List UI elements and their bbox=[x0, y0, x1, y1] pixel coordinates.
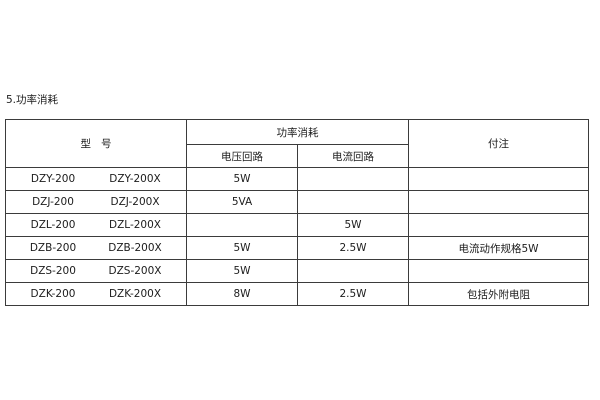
table-row: DZS-200 DZS-200X 5W bbox=[5, 259, 589, 283]
table-header-row-top: 型号 功率消耗 付注 bbox=[5, 119, 589, 168]
power-consumption-table: 型号 功率消耗 付注 电压回路 电流回路 DZY-200 DZY-200X 5W bbox=[5, 119, 589, 306]
cell-model-variant: DZL-200X bbox=[109, 219, 161, 231]
cell-voltage: 5VA bbox=[186, 190, 298, 214]
cell-current bbox=[297, 259, 409, 283]
cell-model-primary: DZL-200 bbox=[30, 219, 76, 231]
cell-model-variant: DZS-200X bbox=[108, 265, 162, 277]
cell-model-variant: DZY-200X bbox=[109, 173, 161, 185]
cell-model-primary: DZY-200 bbox=[30, 173, 76, 185]
cell-model: DZB-200 DZB-200X bbox=[5, 236, 187, 260]
header-cell-voltage-circuit: 电压回路 bbox=[186, 144, 298, 168]
table-row: DZB-200 DZB-200X 5W 2.5W 电流动作规格5W bbox=[5, 236, 589, 260]
header-model-left: 型 bbox=[80, 138, 92, 150]
header-cell-model: 型号 bbox=[5, 119, 187, 168]
table-row: DZY-200 DZY-200X 5W bbox=[5, 167, 589, 191]
cell-current: 2.5W bbox=[297, 282, 409, 306]
cell-voltage: 5W bbox=[186, 259, 298, 283]
cell-remark bbox=[408, 259, 589, 283]
cell-current bbox=[297, 167, 409, 191]
cell-model-primary: DZK-200 bbox=[30, 288, 76, 300]
cell-model-variant: DZB-200X bbox=[108, 242, 162, 254]
cell-remark bbox=[408, 190, 589, 214]
cell-voltage: 8W bbox=[186, 282, 298, 306]
cell-model: DZK-200 DZK-200X bbox=[5, 282, 187, 306]
cell-current: 2.5W bbox=[297, 236, 409, 260]
table-row: DZJ-200 DZJ-200X 5VA bbox=[5, 190, 589, 214]
cell-remark: 电流动作规格5W bbox=[408, 236, 589, 260]
header-cell-remarks: 付注 bbox=[408, 119, 589, 168]
header-cell-current-circuit: 电流回路 bbox=[297, 144, 409, 168]
cell-model-primary: DZJ-200 bbox=[32, 196, 74, 208]
cell-model-primary: DZS-200 bbox=[30, 265, 76, 277]
table-row: DZL-200 DZL-200X 5W bbox=[5, 213, 589, 237]
cell-voltage bbox=[186, 213, 298, 237]
cell-current: 5W bbox=[297, 213, 409, 237]
header-model-right: 号 bbox=[101, 138, 112, 150]
cell-model-variant: DZJ-200X bbox=[110, 196, 160, 208]
cell-remark bbox=[408, 167, 589, 191]
cell-model: DZS-200 DZS-200X bbox=[5, 259, 187, 283]
cell-current bbox=[297, 190, 409, 214]
cell-remark: 包括外附电阻 bbox=[408, 282, 589, 306]
section-title: 5.功率消耗 bbox=[6, 94, 59, 106]
cell-remark bbox=[408, 213, 589, 237]
cell-model: DZY-200 DZY-200X bbox=[5, 167, 187, 191]
cell-model-variant: DZK-200X bbox=[108, 288, 162, 300]
cell-voltage: 5W bbox=[186, 167, 298, 191]
header-cell-power-consumption: 功率消耗 bbox=[186, 119, 409, 145]
cell-voltage: 5W bbox=[186, 236, 298, 260]
cell-model: DZL-200 DZL-200X bbox=[5, 213, 187, 237]
cell-model-primary: DZB-200 bbox=[29, 242, 77, 254]
spec-table-container: 型号 功率消耗 付注 电压回路 电流回路 DZY-200 DZY-200X 5W bbox=[5, 119, 589, 306]
table-header-row-sub: 电压回路 电流回路 bbox=[6, 144, 589, 168]
cell-model: DZJ-200 DZJ-200X bbox=[5, 190, 187, 214]
table-row: DZK-200 DZK-200X 8W 2.5W 包括外附电阻 bbox=[5, 282, 589, 306]
